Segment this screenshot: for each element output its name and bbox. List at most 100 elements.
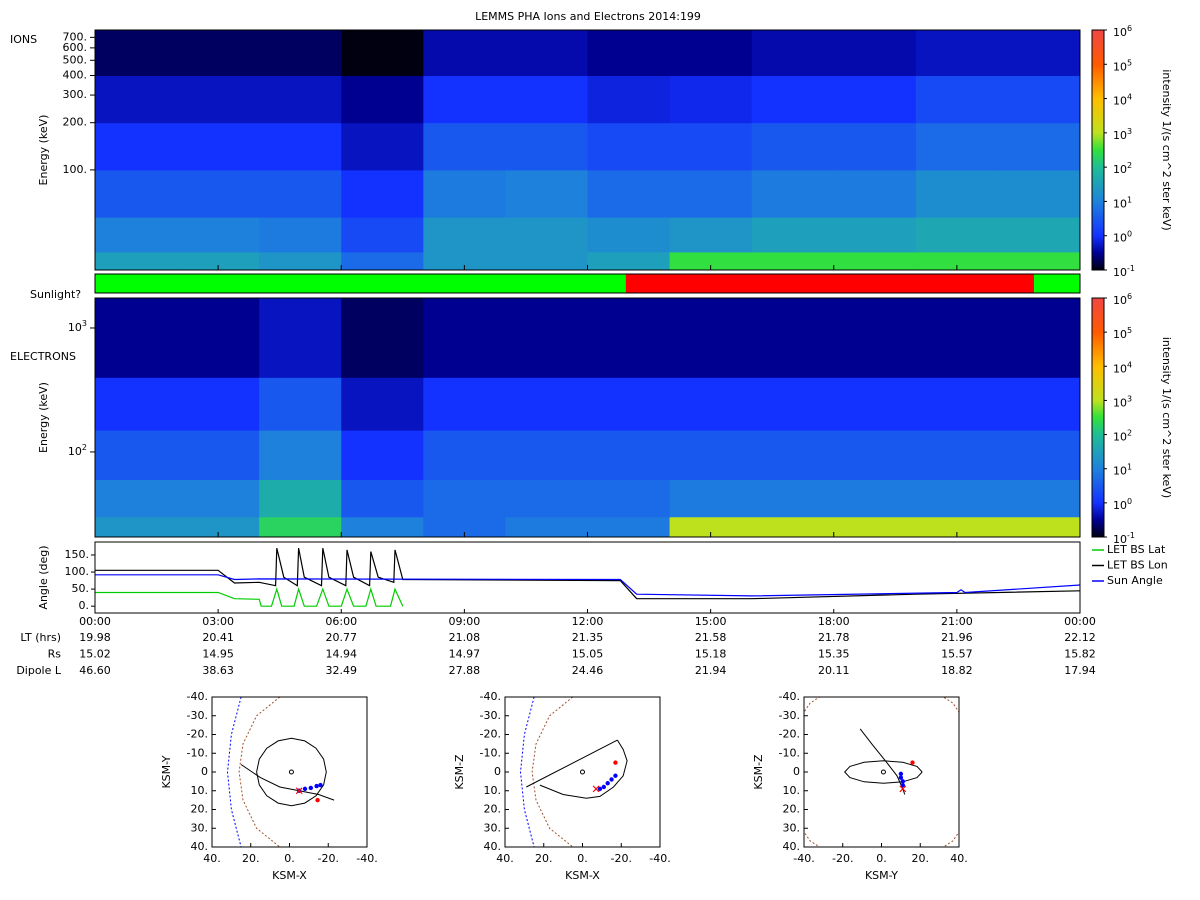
ephemeris-value: 15.05 (572, 648, 604, 661)
heat-cell (669, 298, 753, 378)
panel-label: ELECTRONS (10, 350, 76, 363)
y-tick-label: 0. (79, 599, 90, 612)
heat-cell (423, 217, 506, 253)
ephemeris-label: Dipole L (16, 664, 62, 677)
y-tick-label-base: 600. (63, 41, 88, 54)
orbit-line (238, 697, 281, 847)
y-tick-label-base: -10. (480, 746, 501, 759)
chart-title: LEMMS PHA Ions and Electrons 2014:199 (475, 10, 701, 23)
heat-cell (505, 479, 588, 518)
heat-cell (997, 169, 1081, 218)
heat-cell (587, 122, 671, 171)
orbit-point (597, 786, 603, 792)
y-tick-label-base: 20. (191, 803, 209, 816)
y-tick-label-base: 30. (191, 821, 209, 834)
ephemeris-value: 15.57 (941, 648, 973, 661)
colorbar-tick-label-base: 10 (1113, 396, 1127, 409)
heat-cell (669, 75, 753, 124)
ephemeris-value: 14.97 (449, 648, 481, 661)
heat-cell (587, 30, 671, 76)
y-tick-label: 103 (68, 318, 87, 334)
y-tick-label-base: -20. (187, 728, 208, 741)
orbit-line (519, 697, 535, 847)
colorbar-tick-label-exponent: 0 (1127, 229, 1132, 238)
colorbar-tick-label-base: 10 (1113, 129, 1127, 142)
heat-cell (669, 377, 753, 431)
heat-cell (423, 516, 506, 538)
colorbar (1091, 29, 1105, 271)
colorbar-tick-label-base: 10 (1113, 232, 1127, 245)
ephemeris-value: 20.41 (202, 631, 234, 644)
heat-cell (833, 122, 917, 171)
colorbar-tick-label-base: 10 (1113, 60, 1127, 73)
y-tick-label-base: 150. (65, 548, 90, 561)
y-tick-label-base: 0. (79, 599, 90, 612)
heat-cell (341, 516, 424, 538)
heat-cell (915, 75, 999, 124)
heat-cell (505, 298, 588, 378)
ephemeris-value: 27.88 (449, 664, 481, 677)
orbit-point (898, 771, 904, 777)
x-tick-label-base: 06:00 (325, 615, 357, 628)
heat-cell (915, 30, 999, 76)
heat-cell (177, 479, 260, 518)
heat-cell (587, 217, 671, 253)
heat-cell (833, 516, 917, 538)
y-tick-label-base: -20. (779, 728, 800, 741)
orbit-line (526, 739, 618, 788)
ephemeris-value: 20.77 (326, 631, 358, 644)
colorbar-tick-label: 103 (1113, 126, 1132, 142)
y-tick-label: 40. (484, 840, 502, 853)
heat-cell (95, 217, 178, 253)
x-tick-label-base: 18:00 (818, 615, 850, 628)
heat-cell (833, 377, 917, 431)
heat-cell (259, 217, 342, 253)
x-tick-label: -40. (793, 852, 814, 865)
heat-cell (997, 377, 1081, 431)
heat-cell (177, 298, 260, 378)
x-axis-label: KSM-Y (865, 869, 898, 882)
y-tick-label-exponent: 3 (82, 318, 87, 327)
orbit-marker (288, 769, 294, 775)
x-tick-label-base: 15:00 (695, 615, 727, 628)
y-tick-label-base: 500. (63, 53, 88, 66)
colorbar-tick-label: 10-1 (1113, 531, 1135, 547)
heat-cell (587, 377, 671, 431)
status-segment (95, 274, 626, 293)
orbit-line (240, 764, 335, 801)
heat-cell (95, 75, 178, 124)
heat-cell (341, 251, 424, 271)
orbit-point (302, 786, 308, 792)
x-tick-label-base: 00:00 (79, 615, 111, 628)
heat-cell (423, 75, 506, 124)
y-tick-label: 0 (494, 765, 501, 778)
heat-cell (505, 516, 588, 538)
y-tick-label-base: -20. (480, 728, 501, 741)
colorbar-tick-label-base: 10 (1113, 197, 1127, 210)
x-tick-label: 20. (912, 852, 930, 865)
y-axis-label: Energy (keV) (37, 115, 50, 186)
heat-cell (669, 479, 753, 518)
y-tick-label: 100. (63, 163, 88, 176)
orbit-point (613, 760, 618, 765)
heat-cell (833, 217, 917, 253)
x-tick-label-base: -40. (793, 852, 814, 865)
heat-cell (259, 479, 342, 518)
x-tick-label-base: 12:00 (572, 615, 604, 628)
heat-cell (505, 169, 588, 218)
x-tick-label-base: 00:00 (1064, 615, 1096, 628)
heat-cell (341, 169, 424, 218)
heat-cell (423, 30, 506, 76)
x-tick-label: 15:00 (695, 615, 727, 628)
y-tick-label: 10. (783, 784, 801, 797)
heat-cell (833, 430, 917, 480)
ephemeris-value: 19.98 (79, 631, 111, 644)
heat-cell (751, 516, 835, 538)
y-tick-label-base: 10. (783, 784, 801, 797)
colorbar-tick-label-exponent: 1 (1127, 195, 1132, 204)
colorbar-tick-label-base: 10 (1113, 533, 1127, 546)
colorbar-tick-label: 104 (1113, 360, 1132, 376)
y-tick-label-base: 10. (484, 784, 502, 797)
y-tick-label: 100. (65, 565, 90, 578)
